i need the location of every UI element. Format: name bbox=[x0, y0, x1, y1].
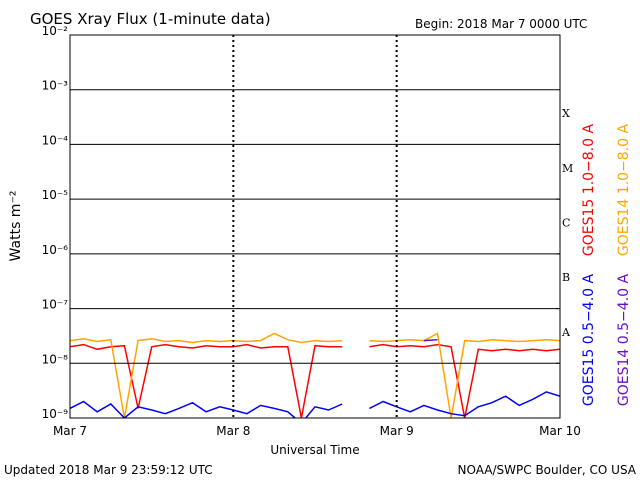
series-line bbox=[70, 343, 560, 418]
series-line bbox=[423, 338, 438, 342]
chart-title: GOES Xray Flux (1-minute data) bbox=[30, 10, 271, 28]
x-tick-label: Mar 7 bbox=[53, 424, 87, 438]
x-tick-label: Mar 10 bbox=[539, 424, 581, 438]
x-tick-label: Mar 8 bbox=[216, 424, 250, 438]
y-axis-label: Watts m⁻² bbox=[8, 191, 24, 262]
flare-class-label: C bbox=[562, 217, 570, 230]
legend-entry: GOES14 1.0−8.0 A bbox=[616, 124, 632, 257]
flare-class-label: A bbox=[561, 326, 571, 339]
series-line bbox=[70, 332, 560, 418]
y-tick-label: 10⁻⁴ bbox=[42, 133, 69, 147]
legend-entry: GOES15 1.0−8.0 A bbox=[581, 124, 597, 257]
y-tick-label: 10⁻³ bbox=[42, 79, 69, 93]
series-line bbox=[70, 391, 560, 418]
footer-right: NOAA/SWPC Boulder, CO USA bbox=[458, 463, 637, 477]
y-tick-label: 10⁻² bbox=[42, 24, 69, 38]
flare-class-label: X bbox=[562, 107, 570, 120]
y-tick-label: 10⁻⁵ bbox=[42, 188, 69, 202]
footer-left: Updated 2018 Mar 9 23:59:12 UTC bbox=[4, 463, 213, 477]
y-tick-label: 10⁻⁹ bbox=[42, 407, 69, 421]
flare-class-label: M bbox=[562, 162, 573, 175]
x-tick-label: Mar 9 bbox=[380, 424, 414, 438]
flare-class-label: B bbox=[562, 271, 570, 284]
x-axis-label: Universal Time bbox=[270, 443, 359, 457]
y-tick-label: 10⁻⁸ bbox=[42, 352, 69, 366]
legend-entry: GOES15 0.5−4.0 A bbox=[581, 274, 597, 407]
plot-frame bbox=[69, 34, 561, 419]
y-tick-label: 10⁻⁶ bbox=[42, 243, 69, 257]
legend-entry: GOES14 0.5−4.0 A bbox=[616, 274, 632, 407]
y-tick-label: 10⁻⁷ bbox=[42, 298, 69, 312]
subtitle: Begin: 2018 Mar 7 0000 UTC bbox=[415, 17, 587, 31]
plot-lines bbox=[70, 332, 560, 418]
